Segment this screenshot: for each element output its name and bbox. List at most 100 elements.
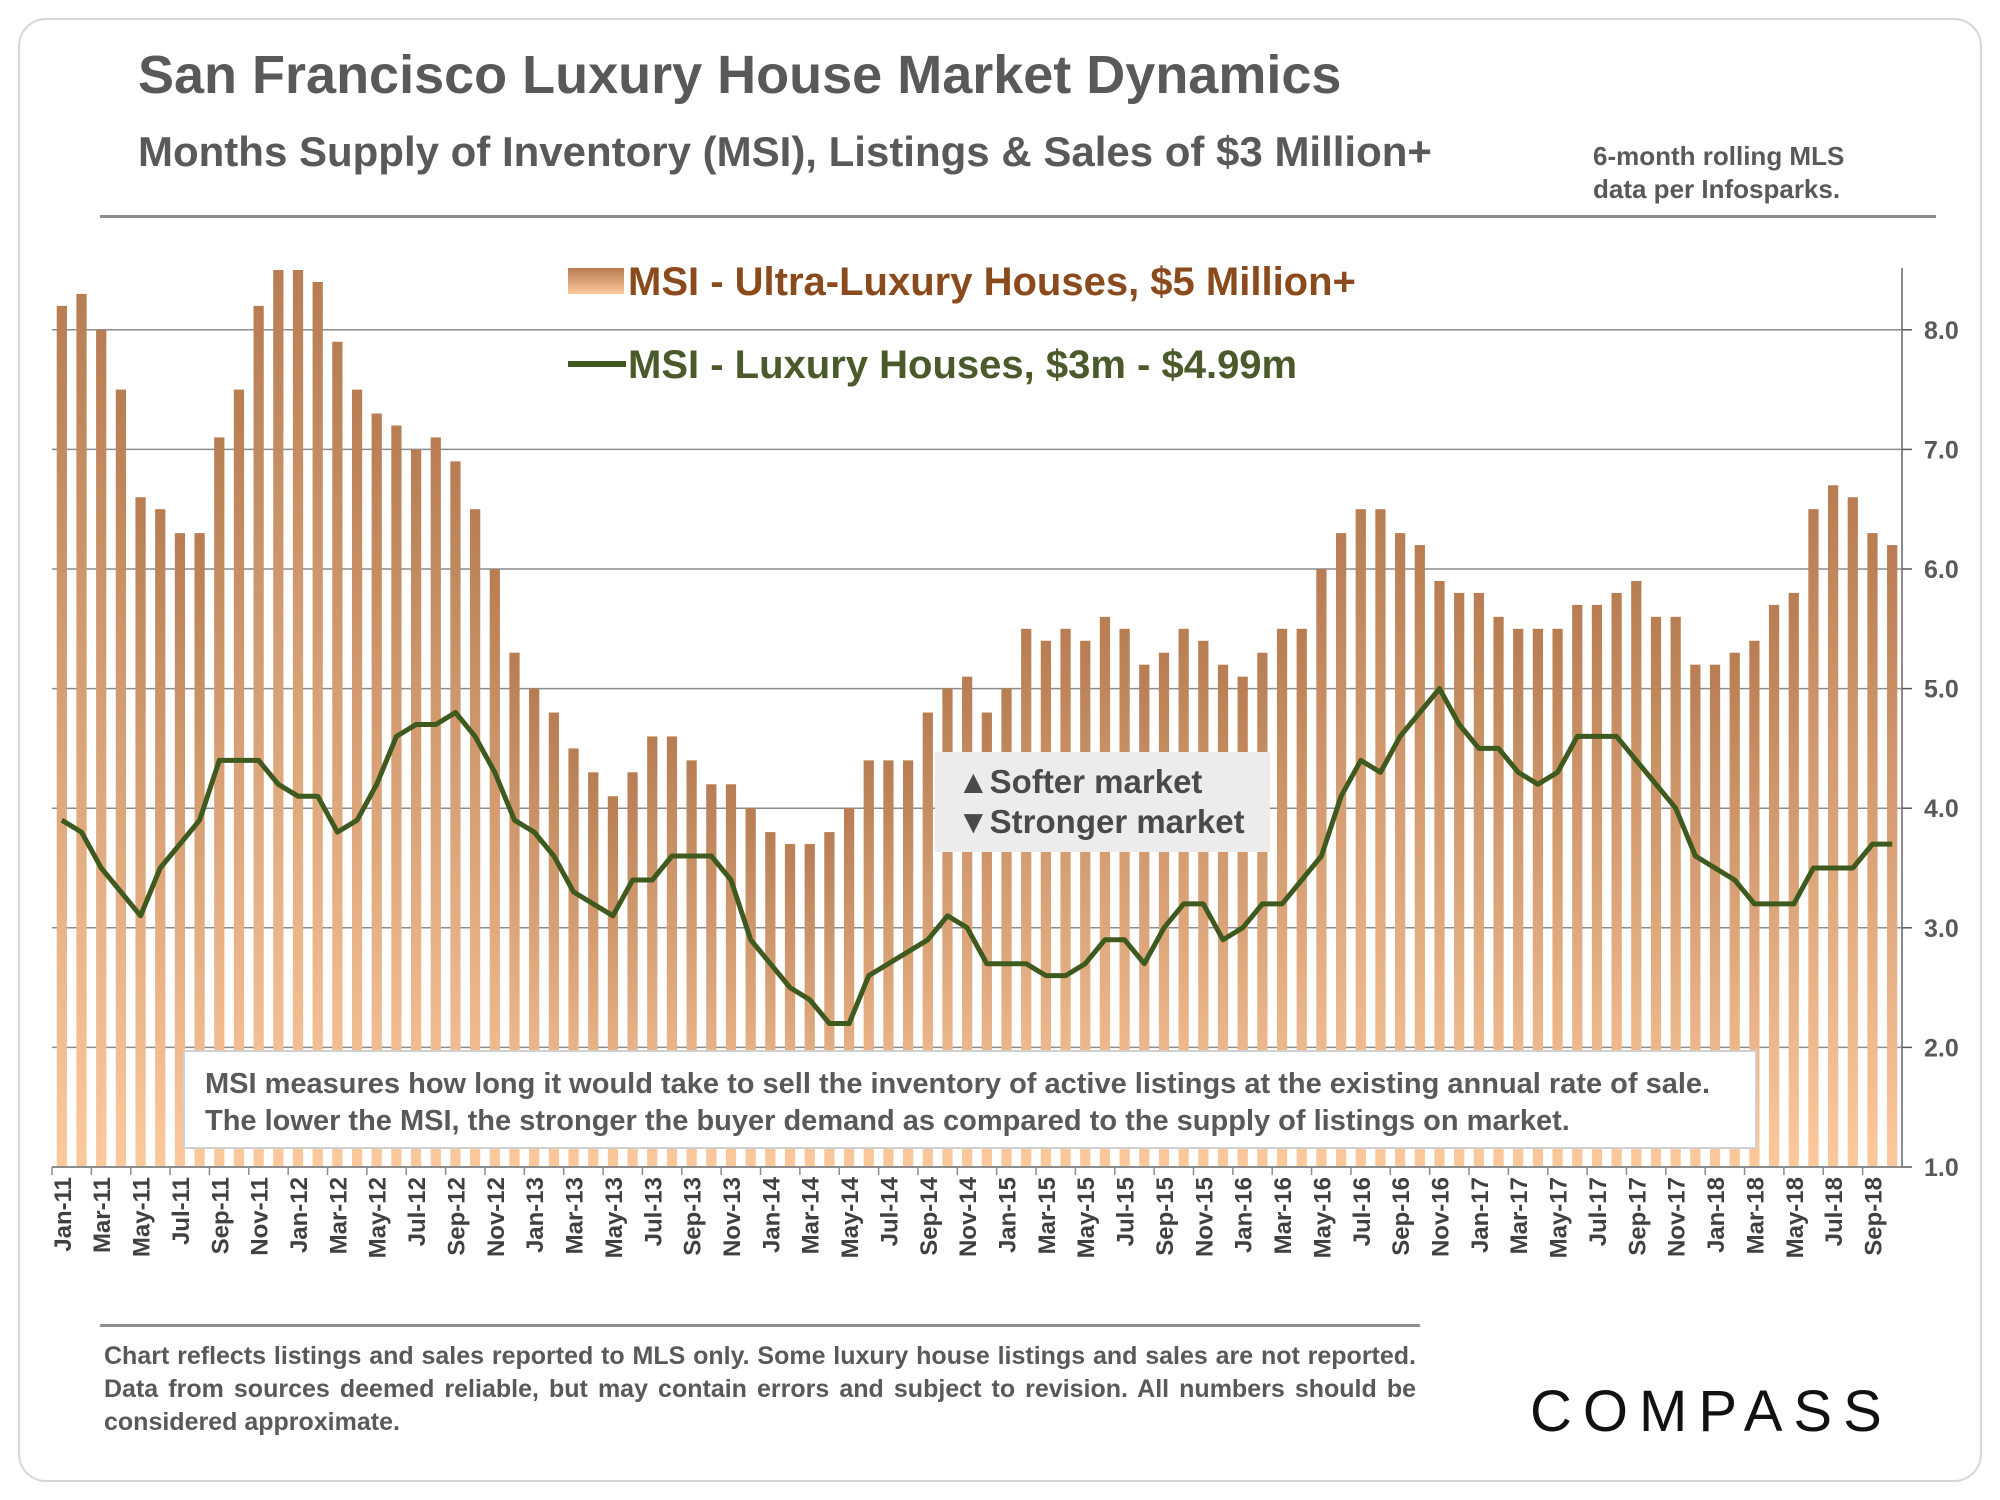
ultra-bar-Jun-11 [155, 509, 166, 1167]
ultra-bar-Apr-11 [115, 389, 126, 1168]
ultra-bar-Feb-14 [784, 844, 796, 1167]
ultra-bar-Jun-14 [863, 760, 874, 1167]
ultra-bar-Jun-13 [627, 772, 638, 1167]
ultra-bar-Jun-16 [1335, 533, 1347, 1167]
ultra-bar-Oct-11 [233, 389, 245, 1168]
ultra-bar-Nov-14 [962, 676, 973, 1167]
ultra-bar-Oct-13 [706, 784, 717, 1167]
ultra-bar-Jun-12 [391, 425, 402, 1168]
ultra-bar-Apr-17 [1532, 628, 1544, 1167]
x-tick-label: Nov-14 [955, 1176, 982, 1257]
ultra-bar-May-11 [135, 497, 146, 1167]
ultra-bar-Oct-16 [1414, 545, 1425, 1167]
ultra-bar-Jan-12 [292, 270, 304, 1167]
x-tick-label: Sep-18 [1860, 1177, 1887, 1256]
x-tick-label: Sep-17 [1624, 1177, 1651, 1256]
x-tick-label: Sep-13 [680, 1177, 707, 1256]
source-note: 6-month rolling MLS data per Infosparks. [1593, 141, 1845, 204]
x-tick-label: Nov-16 [1428, 1177, 1455, 1257]
axes [52, 268, 1903, 1168]
x-tick-label: Jan-17 [1467, 1177, 1494, 1253]
header-divider [100, 215, 1936, 218]
x-tick-label: Sep-12 [443, 1177, 470, 1256]
ultra-luxury-bars [56, 270, 1898, 1168]
y-tick-label: 1.0 [1924, 1154, 1959, 1182]
ultra-bar-Feb-17 [1493, 616, 1504, 1167]
ultra-bar-Sep-12 [450, 461, 461, 1167]
x-tick-label: Jul-11 [168, 1177, 195, 1245]
ultra-bar-May-16 [1316, 569, 1327, 1167]
ultra-bar-Jul-17 [1591, 604, 1603, 1167]
x-tick-label: Sep-16 [1388, 1177, 1415, 1256]
x-tick-label: Mar-14 [798, 1176, 825, 1254]
legend-luxury-label: MSI - Luxury Houses, $3m - $4.99m [628, 343, 1297, 387]
ultra-bar-Mar-12 [332, 341, 343, 1167]
x-tick-label: Jan-16 [1231, 1177, 1258, 1253]
x-tick-label: Mar-18 [1742, 1177, 1769, 1254]
market-direction-box: ▲Softer market ▼Stronger market [935, 752, 1270, 852]
ultra-bar-Mar-15 [1040, 640, 1051, 1167]
x-tick-label: Mar-12 [325, 1177, 352, 1254]
x-tick-label: Sep-14 [916, 1176, 943, 1255]
ultra-bar-Jan-11 [56, 305, 67, 1167]
x-tick-label: May-12 [365, 1177, 392, 1258]
x-tick-label: Jul-16 [1349, 1177, 1376, 1246]
x-tick-label: Mar-16 [1270, 1177, 1297, 1254]
x-tick-labels: Jan-11 Mar-11 May-11 Jul-11 Sep-11 Nov-11 Jan-… [50, 1167, 1887, 1258]
x-tick-label: Nov-17 [1664, 1177, 1691, 1257]
x-tick-label: May-18 [1782, 1177, 1809, 1258]
ultra-bar-Apr-12 [351, 389, 363, 1168]
ultra-bar-Dec-14 [981, 712, 992, 1167]
x-tick-label: May-11 [129, 1177, 156, 1257]
ultra-bar-Aug-14 [903, 760, 914, 1167]
ultra-bar-Mar-11 [96, 329, 107, 1167]
ultra-bar-Feb-12 [312, 281, 323, 1168]
ultra-bar-Jul-15 [1119, 628, 1130, 1167]
ultra-bar-May-13 [607, 796, 619, 1167]
ultra-bar-Sep-18 [1867, 533, 1878, 1167]
ultra-bar-Feb-11 [76, 293, 87, 1167]
y-tick-labels: 1.0 2.0 3.0 4.0 5.0 6.0 7.0 8.0 [1902, 317, 1959, 1182]
x-tick-label: Jul-18 [1821, 1177, 1848, 1246]
ultra-bar-Oct-14 [942, 688, 953, 1167]
x-tick-label: Jan-14 [758, 1176, 785, 1253]
compass-logo: COMPASS [1530, 1379, 1893, 1444]
ultra-bar-Aug-15 [1139, 664, 1150, 1167]
x-tick-label: Jan-18 [1703, 1177, 1730, 1253]
ultra-bar-Feb-15 [1021, 628, 1032, 1167]
ultra-bar-Aug-16 [1375, 509, 1386, 1167]
ultra-bar-Jan-16 [1237, 676, 1248, 1167]
ultra-bar-Apr-16 [1296, 628, 1307, 1167]
ultra-bar-Dec-16 [1454, 592, 1465, 1167]
ultra-bar-Apr-14 [824, 832, 835, 1167]
footer-divider [100, 1324, 1420, 1327]
ultra-bar-Oct-18 [1887, 545, 1898, 1167]
y-tick-label: 4.0 [1924, 795, 1959, 823]
ultra-bar-Nov-11 [253, 305, 264, 1167]
ultra-bar-Aug-12 [430, 437, 441, 1167]
x-tick-label: Jan-12 [286, 1177, 313, 1253]
grid-lines [52, 329, 1902, 1049]
stronger-market-label: ▼Stronger market [957, 803, 1245, 840]
ultra-bar-Jan-17 [1473, 592, 1484, 1167]
ultra-bar-Mar-14 [804, 844, 815, 1167]
x-tick-label: May-13 [601, 1177, 628, 1258]
ultra-bar-Mar-16 [1276, 628, 1288, 1167]
page-title: San Francisco Luxury House Market Dynami… [138, 45, 1342, 105]
ultra-bar-Nov-16 [1434, 580, 1445, 1167]
legend: MSI - Ultra-Luxury Houses, $5 Million+ M… [568, 260, 1356, 387]
ultra-bar-Jun-15 [1099, 616, 1111, 1167]
ultra-bar-Sep-15 [1158, 652, 1170, 1167]
x-tick-label: Sep-15 [1152, 1177, 1179, 1256]
ultra-bar-Jul-11 [174, 533, 186, 1167]
ultra-bar-Jul-13 [647, 736, 658, 1167]
ultra-bar-Dec-13 [745, 808, 756, 1167]
ultra-bar-Jun-17 [1572, 604, 1583, 1167]
ultra-bar-Oct-17 [1650, 616, 1662, 1167]
y-tick-label: 8.0 [1924, 317, 1959, 345]
x-tick-label: Jul-14 [876, 1176, 903, 1246]
ultra-bar-Jun-18 [1808, 509, 1819, 1167]
ultra-bar-Dec-11 [273, 270, 284, 1167]
ultra-bar-Feb-13 [548, 712, 559, 1167]
